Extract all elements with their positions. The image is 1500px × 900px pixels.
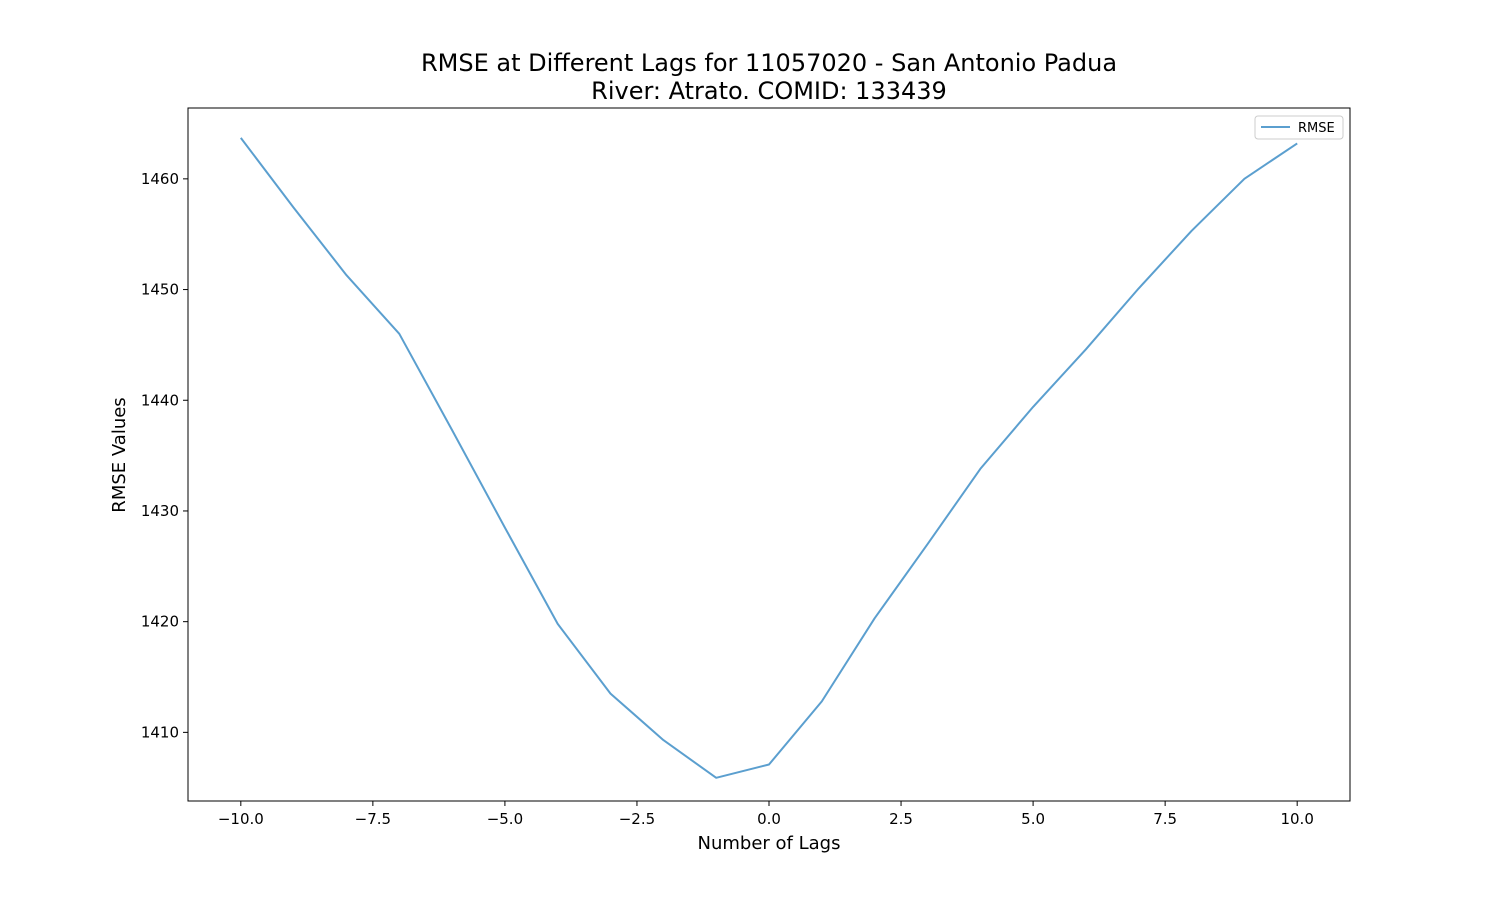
series-line-rmse: [240, 137, 1298, 779]
x-tick-label: 10.0: [1280, 810, 1313, 828]
x-tick-label: 0.0: [757, 810, 781, 828]
legend: RMSE: [1254, 115, 1344, 140]
y-tick-label: 1430: [141, 502, 179, 520]
y-axis-ticks: 1410 1420 1430 1440 1450 1460: [141, 170, 188, 741]
x-axis-ticks: −10.0 −7.5 −5.0 −2.5 0.0 2.5 5.0 7.5 10.0: [218, 801, 1314, 828]
chart-title: RMSE at Different Lags for 11057020 - Sa…: [421, 49, 1117, 77]
y-tick-label: 1450: [141, 281, 179, 299]
chart-subtitle: River: Atrato. COMID: 133439: [591, 77, 947, 105]
y-tick-label: 1440: [141, 391, 179, 409]
plot-area-frame: [187, 107, 1351, 802]
y-tick-label: 1460: [141, 170, 179, 188]
x-tick-label: 2.5: [889, 810, 913, 828]
x-tick-label: −7.5: [355, 810, 391, 828]
x-axis-label: Number of Lags: [698, 833, 841, 854]
legend-box: [1254, 115, 1344, 140]
x-tick-label: 7.5: [1153, 810, 1177, 828]
x-tick-label: −5.0: [487, 810, 523, 828]
y-tick-label: 1420: [141, 613, 179, 631]
y-axis-label: RMSE Values: [109, 397, 130, 512]
x-tick-label: 5.0: [1021, 810, 1045, 828]
legend-label-rmse: RMSE: [1298, 121, 1335, 136]
y-tick-label: 1410: [141, 723, 179, 741]
x-tick-label: −10.0: [218, 810, 264, 828]
x-tick-label: −2.5: [619, 810, 655, 828]
series-layer: [240, 137, 1298, 779]
